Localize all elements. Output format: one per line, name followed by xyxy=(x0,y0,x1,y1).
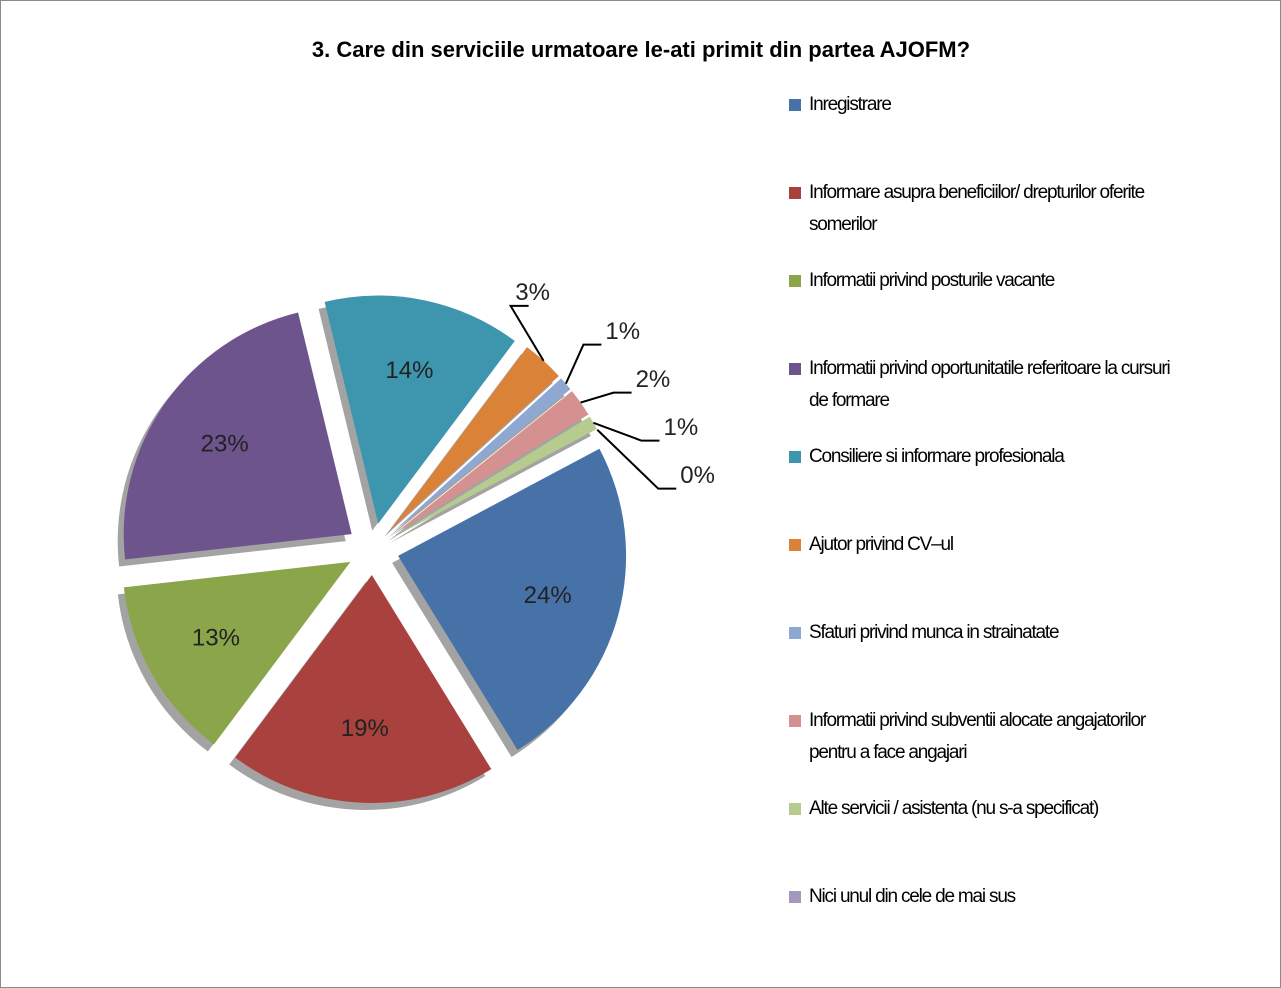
data-label: 0% xyxy=(680,462,715,489)
slice xyxy=(392,378,571,533)
data-label: 14% xyxy=(385,357,433,384)
chart-title: 3. Care din serviciile urmatoare le-ati … xyxy=(312,37,970,62)
leader-line xyxy=(596,429,677,490)
legend-label: Informatii privind posturile vacante xyxy=(809,270,1055,291)
slice xyxy=(395,416,597,537)
legend-item: Informatii privind posturile vacante xyxy=(789,265,1189,297)
legend-swatch xyxy=(789,451,801,463)
slice xyxy=(390,347,559,530)
slice xyxy=(324,295,515,524)
legend-item: Nici unul din cele de mai sus xyxy=(789,881,1189,913)
slice xyxy=(123,312,352,560)
data-label: 24% xyxy=(524,582,572,609)
slice xyxy=(398,448,627,751)
legend-item: Sfaturi privind munca in strainatate xyxy=(789,617,1189,649)
legend-label: Alte servicii / asistenta (nu s-a specif… xyxy=(809,798,1099,819)
data-label: 3% xyxy=(515,279,550,306)
data-label: 1% xyxy=(663,414,698,441)
legend-swatch xyxy=(789,627,801,639)
legend-item: Ajutor privind CV–ul xyxy=(789,529,1189,561)
legend-label: Informatii privind oportunitatile referi… xyxy=(809,358,1171,411)
legend-swatch xyxy=(789,803,801,815)
legend-swatch xyxy=(789,187,801,199)
legend-item: Inregistrare xyxy=(789,89,1189,121)
legend-item: Informatii privind subventii alocate ang… xyxy=(789,705,1189,769)
data-label: 19% xyxy=(341,715,389,742)
legend-label: Sfaturi privind munca in strainatate xyxy=(809,622,1060,643)
legend-item: Consiliere si informare profesionala xyxy=(789,441,1189,473)
legend-item: Informatii privind oportunitatile referi… xyxy=(789,353,1189,417)
legend-swatch xyxy=(789,99,801,111)
legend-swatch xyxy=(789,891,801,903)
slice xyxy=(235,574,492,803)
data-label: 23% xyxy=(201,431,249,458)
legend-swatch xyxy=(789,715,801,727)
legend-swatch xyxy=(789,363,801,375)
legend-item: Informare asupra beneficiilor/ drepturil… xyxy=(789,177,1189,241)
data-label: 2% xyxy=(636,366,671,393)
legend-swatch xyxy=(789,539,801,551)
leader-line xyxy=(564,343,602,385)
legend-label: Informatii privind subventii alocate ang… xyxy=(809,710,1146,763)
legend-label: Consiliere si informare profesionala xyxy=(809,446,1065,467)
legend-item: Alte servicii / asistenta (nu s-a specif… xyxy=(789,793,1189,825)
leader-line xyxy=(580,391,632,404)
legend-label: Informare asupra beneficiilor/ drepturil… xyxy=(809,182,1145,235)
leader-line xyxy=(593,421,660,442)
legend-label: Nici unul din cele de mai sus xyxy=(809,886,1016,907)
slice xyxy=(123,561,351,745)
data-label: 13% xyxy=(192,624,240,651)
data-label: 1% xyxy=(605,318,640,345)
leader-line xyxy=(508,304,545,362)
legend-label: Ajutor privind CV–ul xyxy=(809,534,954,555)
slice xyxy=(394,391,589,535)
legend-label: Inregistrare xyxy=(809,94,892,115)
legend-swatch xyxy=(789,275,801,287)
